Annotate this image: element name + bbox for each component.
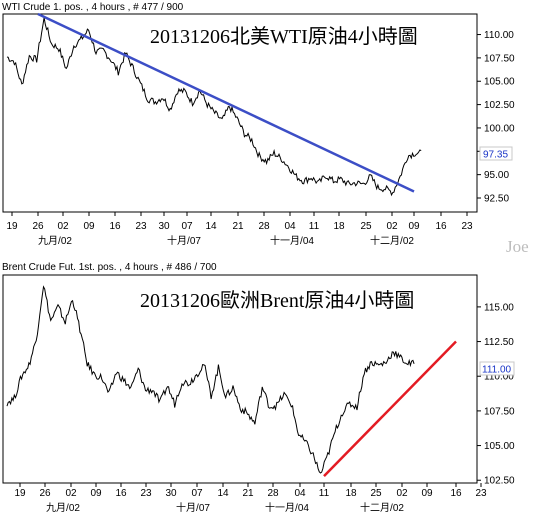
wti-x-tick-label: 09: [83, 221, 95, 232]
brent-x-tick-label: 16: [115, 488, 127, 499]
brent-month-label: 十二月/02: [360, 501, 404, 514]
wti-price-line: [6, 17, 422, 197]
wti-plot-frame: [2, 13, 478, 213]
wti-x-tick-label: 28: [258, 221, 270, 232]
brent-y-tick-label: 112.50: [484, 337, 514, 348]
wti-month-label: 十一月/04: [270, 234, 314, 247]
wti-x-ticks: 19 26 02 09 16 23 30 07 14 21 28 04 11 18 25 02 09 16 23: [6, 212, 473, 232]
wti-x-tick-label: 21: [232, 221, 244, 232]
wti-last-price-box: [479, 146, 513, 161]
wti-x-tick-label: 11: [309, 221, 320, 232]
wti-x-tick-label: 19: [6, 221, 18, 232]
brent-header: Brent Crude Fut. 1st. pos. , 4 hours , #…: [2, 262, 217, 273]
wti-y-tick-label: 110.00: [484, 30, 514, 41]
wti-x-tick-label: 23: [461, 221, 473, 232]
watermark: Joe: [506, 237, 529, 256]
wti-x-tick-label: 30: [158, 221, 170, 232]
wti-x-tick-label: 02: [386, 221, 398, 232]
wti-month-labels: 九月/02 十月/07 十一月/04 十二月/02: [38, 234, 414, 247]
wti-month-label: 十月/07: [167, 234, 201, 247]
wti-x-tick-label: 16: [109, 221, 121, 232]
brent-x-tick-label: 11: [319, 488, 330, 499]
brent-x-ticks: 19 26 02 09 16 23 30 07 14 21 28 04 11 18 25 02 09 16 23: [14, 483, 487, 499]
wti-x-tick-label: 02: [57, 221, 69, 232]
wti-y-tick-label: 107.50: [484, 53, 515, 64]
brent-x-tick-label: 23: [475, 488, 487, 499]
wti-last-price-label: 97.35: [483, 150, 508, 161]
wti-chart-title: 20131206北美WTI原油4小時圖: [150, 25, 418, 48]
wti-x-tick-label: 04: [284, 221, 296, 232]
brent-x-tick-label: 21: [242, 488, 254, 499]
brent-panel: Brent Crude Fut. 1st. pos. , 4 hours , #…: [2, 262, 515, 514]
wti-y-tick-label: 95.00: [484, 170, 509, 181]
brent-x-tick-label: 09: [421, 488, 433, 499]
brent-y-tick-label: 107.50: [484, 406, 515, 417]
wti-x-tick-label: 25: [360, 221, 372, 232]
brent-last-price-marker: 111.00: [479, 361, 515, 376]
brent-month-label: 十月/07: [176, 501, 210, 514]
wti-trendline: [37, 12, 415, 193]
brent-last-price-label: 111.00: [482, 365, 512, 376]
wti-x-tick-label: 14: [205, 221, 217, 232]
wti-x-tick-label: 26: [32, 221, 44, 232]
brent-x-tick-label: 07: [191, 488, 203, 499]
brent-y-ticks: 115.00 112.50 110.00 107.50 105.00 102.50: [477, 302, 515, 487]
brent-x-tick-label: 14: [217, 488, 229, 499]
wti-x-tick-label: 09: [408, 221, 420, 232]
brent-x-tick-label: 26: [39, 488, 51, 499]
brent-y-tick-label: 115.00: [484, 302, 514, 313]
brent-month-label: 十一月/04: [265, 501, 309, 514]
brent-month-label: 九月/02: [46, 502, 80, 514]
brent-x-tick-label: 30: [165, 488, 177, 499]
brent-chart-title: 20131206歐洲Brent原油4小時圖: [140, 289, 414, 312]
wti-x-tick-label: 23: [135, 221, 147, 232]
brent-trendline: [323, 340, 457, 477]
brent-y-tick-label: 102.50: [484, 476, 515, 487]
brent-month-labels: 九月/02 十月/07 十一月/04 十二月/02: [46, 501, 404, 514]
brent-y-tick-label: 110.00: [484, 372, 514, 383]
brent-x-tick-label: 19: [14, 488, 26, 499]
wti-last-price-marker: 97.35: [479, 146, 513, 161]
brent-x-tick-label: 18: [345, 488, 357, 499]
brent-price-line: [6, 285, 415, 474]
wti-price-series: [6, 17, 422, 197]
wti-month-label: 九月/02: [38, 235, 72, 247]
brent-y-tick-label: 105.00: [484, 441, 515, 452]
brent-last-price-box: [479, 361, 515, 376]
wti-x-tick-label: 16: [435, 221, 447, 232]
wti-x-tick-label: 18: [333, 221, 345, 232]
brent-x-tick-label: 04: [294, 488, 306, 499]
wti-y-tick-label: 102.50: [484, 100, 515, 111]
wti-y-tick-label: 105.00: [484, 77, 515, 88]
brent-x-tick-label: 09: [90, 488, 102, 499]
wti-x-tick-label: 07: [181, 221, 193, 232]
wti-y-ticks: 110.00107.50105.00102.50100.0097.5095.00…: [477, 30, 515, 204]
wti-month-label: 十二月/02: [370, 234, 414, 247]
brent-x-tick-label: 02: [65, 488, 77, 499]
brent-plot-frame: [2, 274, 478, 484]
wti-y-tick-label: 92.50: [484, 193, 509, 204]
brent-x-tick-label: 23: [140, 488, 152, 499]
wti-panel: WTI Crude 1. pos. , 4 hours , # 477 / 90…: [2, 2, 515, 247]
brent-price-series: [6, 285, 415, 474]
wti-y-tick-label: 100.00: [484, 123, 515, 134]
wti-header: WTI Crude 1. pos. , 4 hours , # 477 / 90…: [2, 2, 184, 13]
brent-x-tick-label: 02: [396, 488, 408, 499]
brent-x-tick-label: 28: [267, 488, 279, 499]
brent-x-tick-label: 16: [450, 488, 462, 499]
brent-x-tick-label: 25: [370, 488, 382, 499]
